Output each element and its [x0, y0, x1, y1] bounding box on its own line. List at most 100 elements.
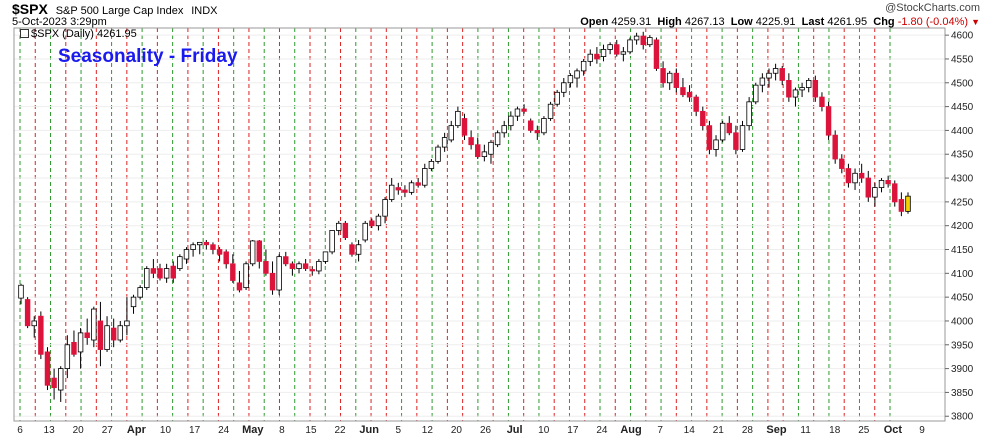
candle-body — [805, 80, 812, 88]
x-tick-label: 9 — [919, 425, 925, 436]
candle-body — [157, 268, 163, 279]
candle — [461, 113, 468, 140]
y-tick-label: 4250 — [951, 197, 974, 208]
candle-body — [349, 244, 355, 255]
candle-body — [898, 199, 905, 212]
candle — [31, 316, 37, 338]
candle — [455, 106, 461, 129]
candle-body — [686, 91, 693, 98]
candle — [38, 311, 44, 360]
candle — [872, 182, 878, 207]
candle-body — [746, 101, 752, 127]
candle — [435, 144, 441, 164]
y-tick-label: 3800 — [951, 412, 974, 423]
x-tick-label: 10 — [160, 425, 172, 436]
candle — [309, 266, 315, 276]
candle — [567, 73, 574, 88]
candle — [428, 159, 435, 171]
x-tick-label: 13 — [44, 425, 56, 436]
candle-body — [852, 172, 858, 184]
candle-body — [607, 44, 613, 50]
candle — [243, 261, 249, 290]
candle-body — [554, 91, 560, 105]
candle-body — [395, 187, 402, 191]
candle — [289, 261, 296, 276]
x-tick-label: 12 — [422, 425, 434, 436]
candle — [508, 111, 514, 131]
candle-body — [18, 284, 24, 299]
candle-body — [759, 77, 766, 86]
candle — [177, 254, 183, 271]
candle-body — [51, 377, 57, 389]
x-tick-label: 17 — [189, 425, 201, 436]
x-tick-label: 17 — [567, 425, 579, 436]
x-tick-label: Aug — [620, 424, 641, 436]
candle-body — [375, 215, 382, 227]
candle-body — [640, 35, 646, 46]
candle — [322, 251, 329, 264]
y-tick-label: 4600 — [951, 31, 974, 42]
candle-body — [713, 139, 719, 150]
candle — [832, 130, 838, 164]
y-tick-label: 3950 — [951, 340, 974, 351]
candle — [441, 132, 448, 152]
x-tick-label: 27 — [102, 425, 114, 436]
candle — [84, 318, 90, 345]
x-tick-label: 11 — [800, 425, 811, 436]
candle — [18, 283, 24, 305]
candle — [554, 89, 560, 107]
candle-body — [600, 49, 607, 57]
x-tick-label: 20 — [73, 425, 85, 436]
down-triangle-icon: ▼ — [971, 17, 980, 27]
candle-body — [110, 327, 117, 341]
x-tick-label: 21 — [713, 425, 725, 436]
candle — [51, 368, 57, 400]
candle-body — [501, 125, 507, 134]
candle — [501, 120, 507, 138]
candle — [653, 37, 660, 71]
candle-body — [488, 141, 494, 155]
y-tick-label: 4150 — [951, 245, 974, 256]
candle — [706, 120, 713, 155]
candle-body — [91, 308, 97, 341]
candle-body — [216, 249, 223, 255]
candle — [475, 137, 481, 159]
candle-body — [190, 244, 196, 250]
x-tick-label: Jun — [359, 424, 379, 436]
candle — [614, 39, 620, 57]
candle — [97, 301, 104, 367]
candle-body — [44, 351, 51, 386]
candle-body — [177, 256, 183, 269]
candle-body — [124, 320, 130, 327]
candle-body — [527, 120, 534, 131]
candle — [150, 259, 157, 279]
x-tick-label: 25 — [858, 425, 870, 436]
candle — [660, 61, 666, 88]
candlesticks — [18, 31, 911, 402]
candle-body — [825, 106, 832, 136]
y-tick-label: 3900 — [951, 364, 974, 375]
candle-body — [402, 189, 408, 193]
candle — [627, 37, 633, 55]
x-tick-label: 6 — [17, 425, 23, 436]
candle-body — [792, 89, 799, 98]
candle — [607, 42, 613, 55]
candle-body — [309, 269, 315, 272]
candle-body — [878, 180, 885, 188]
brand-logo[interactable]: @StockCharts.com — [885, 2, 980, 14]
candle — [547, 101, 554, 121]
candle-body — [144, 268, 150, 289]
candle-body — [289, 263, 296, 269]
candle-body — [508, 115, 514, 127]
candle-body — [574, 70, 580, 79]
candle-body — [481, 151, 488, 158]
candle-body — [269, 272, 276, 291]
candle-body — [753, 84, 759, 103]
candle — [521, 104, 527, 114]
x-tick-label: 28 — [742, 425, 754, 436]
candle-body — [845, 168, 852, 184]
candle — [905, 192, 911, 214]
x-tick-label: 22 — [335, 425, 347, 436]
candle-body — [561, 82, 567, 93]
y-tick-label: 4500 — [951, 78, 974, 89]
